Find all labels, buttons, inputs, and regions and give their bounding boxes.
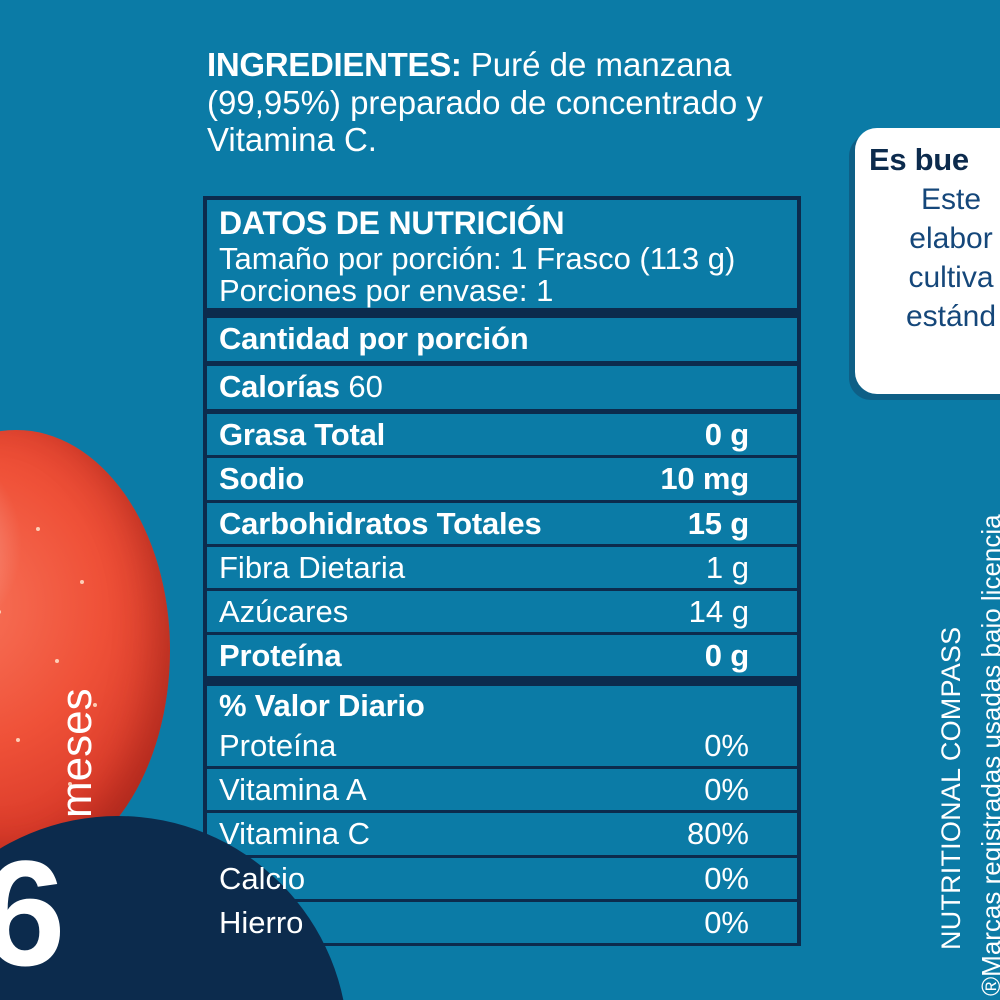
row-divider [207, 543, 797, 547]
table-row: Proteína 0 g [207, 635, 797, 676]
nutrient-value: 0% [704, 860, 749, 896]
info-panel-line-1: Este [920, 183, 982, 216]
table-row: Calcio 0% [207, 858, 797, 899]
row-divider [207, 766, 797, 770]
nutrient-value: 0% [704, 904, 749, 940]
nutrient-value: 0% [704, 727, 749, 763]
calories-row: Calorías 60 [207, 366, 797, 409]
trademark-legal-text: ®Marcas registradas usadas bajo licencia [976, 514, 1000, 996]
nutrient-name: Fibra Dietaria [219, 549, 406, 585]
table-row: Grasa Total 0 g [207, 414, 797, 455]
divider-before-daily-values [207, 676, 797, 687]
nutritional-compass-brand-text: NUTRITIONAL COMPASS [936, 626, 966, 950]
nutrient-name: Hierro [219, 904, 304, 940]
nutrient-name: Grasa Total [219, 417, 386, 453]
table-row: Carbohidratos Totales 15 g [207, 503, 797, 544]
table-row: Vitamina C 80% [207, 813, 797, 854]
divider-after-amount-header [207, 360, 797, 366]
ingredients-paragraph: INGREDIENTES: Puré de manzana (99,95%) p… [207, 46, 797, 159]
nutrition-header-block: DATOS DE NUTRICIÓN Tamaño por porción: 1… [207, 200, 797, 308]
age-badge-unit: meses [52, 688, 101, 818]
row-divider [207, 632, 797, 636]
nutrient-name: Proteína [219, 638, 342, 674]
divider-after-calories [207, 409, 797, 415]
table-row: Fibra Dietaria 1 g [207, 547, 797, 588]
row-divider [207, 810, 797, 814]
nutrient-value: 15 g [687, 505, 749, 541]
amount-per-serving-header: Cantidad por porción [219, 320, 529, 356]
calories-value: 60 [348, 368, 383, 404]
serving-size-line: Tamaño por porción: 1 Frasco (113 g) [219, 241, 736, 277]
ingredients-text: Puré de manzana (99,95%) preparado de co… [207, 46, 763, 159]
nutrient-value: 0 g [704, 417, 749, 453]
nutrient-name: Azúcares [219, 593, 349, 629]
calories-label: Calorías [219, 368, 340, 404]
info-panel-line-4: estánd [905, 300, 997, 334]
nutrient-name: Calcio [219, 860, 306, 896]
row-divider [207, 587, 797, 591]
nutrient-name: Carbohidratos Totales [219, 505, 542, 541]
info-panel-line-2: elabor [909, 222, 993, 256]
nutrient-name: Proteína [219, 727, 337, 763]
divider-after-header [207, 307, 797, 318]
nutrient-value: 10 mg [660, 461, 749, 497]
table-row: Azúcares 14 g [207, 591, 797, 632]
table-row: Vitamina A 0% [207, 769, 797, 810]
ingredients-label: INGREDIENTES: [207, 46, 462, 83]
nutrient-name: Vitamina C [219, 816, 371, 852]
row-divider [207, 455, 797, 459]
nutrition-facts-title: DATOS DE NUTRICIÓN [219, 205, 565, 241]
table-row: Sodio 10 mg [207, 458, 797, 499]
info-panel-title: Es bue [869, 142, 969, 177]
info-panel-line-3: cultiva [908, 261, 994, 295]
nutrient-name: Vitamina A [219, 772, 367, 808]
table-bottom-border [207, 943, 797, 947]
row-divider [207, 499, 797, 503]
row-divider [207, 898, 797, 902]
nutritional-compass-panel: Es bue Este elabor cultiva estánd [855, 128, 1000, 394]
row-divider [207, 854, 797, 858]
nutrient-value: 0 g [704, 638, 749, 674]
daily-value-header: % Valor Diario [219, 688, 425, 724]
nutrient-value: 0% [704, 772, 749, 808]
table-row: Hierro 0% [207, 902, 797, 943]
nutrition-facts-table: DATOS DE NUTRICIÓN Tamaño por porción: 1… [203, 196, 801, 947]
nutrient-name: Sodio [219, 461, 305, 497]
nutrient-value: 80% [686, 816, 749, 852]
nutrient-value: 14 g [688, 593, 749, 629]
servings-per-container-line: Porciones por envase: 1 [219, 273, 554, 309]
nutrient-value: 1 g [705, 549, 749, 585]
age-badge-number: 6 [0, 829, 66, 997]
table-row: Proteína 0% [207, 725, 797, 766]
